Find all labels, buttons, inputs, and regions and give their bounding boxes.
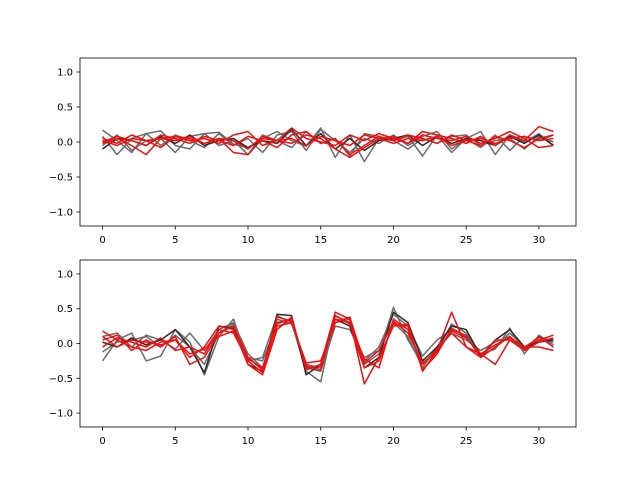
y-tick-label: 0.5 bbox=[57, 103, 73, 114]
x-tick-label: 30 bbox=[533, 235, 546, 246]
series-line-1 bbox=[102, 127, 554, 163]
y-tick-label: 1.0 bbox=[57, 269, 73, 280]
series-line-7 bbox=[102, 130, 554, 159]
y-tick-label: 0.5 bbox=[57, 304, 73, 315]
x-tick-label: 0 bbox=[99, 436, 105, 447]
x-tick-label: 5 bbox=[172, 436, 178, 447]
y-tick-label: 0.0 bbox=[57, 339, 73, 350]
x-tick-label: 10 bbox=[242, 436, 255, 447]
y-tick-label: 0.0 bbox=[57, 138, 73, 149]
chart-bottom: 0 5 10 15 20 25 30 −1.0 −0.5 0.0 0.5 1.0 bbox=[49, 259, 577, 447]
x-tick-label: 0 bbox=[99, 235, 105, 246]
x-tick-label: 30 bbox=[533, 436, 546, 447]
x-tick-label: 20 bbox=[387, 235, 400, 246]
x-tick-label: 15 bbox=[314, 235, 327, 246]
x-axis: 0 5 10 15 20 25 30 bbox=[99, 427, 545, 447]
y-axis: −1.0 −0.5 0.0 0.5 1.0 bbox=[49, 68, 80, 219]
y-tick-label: −1.0 bbox=[49, 208, 73, 219]
x-tick-label: 15 bbox=[314, 436, 327, 447]
y-axis: −1.0 −0.5 0.0 0.5 1.0 bbox=[49, 269, 80, 420]
chart-top: 0 5 10 15 20 25 30 −1.0 −0.5 0.0 0.5 1.0 bbox=[49, 57, 577, 246]
y-tick-label: −0.5 bbox=[49, 374, 73, 385]
series-line-8 bbox=[102, 134, 554, 150]
series-line-8 bbox=[102, 316, 554, 369]
x-axis: 0 5 10 15 20 25 30 bbox=[99, 226, 545, 246]
x-tick-label: 5 bbox=[172, 235, 178, 246]
series-line-3 bbox=[102, 318, 554, 373]
x-tick-label: 25 bbox=[460, 235, 473, 246]
y-tick-label: −0.5 bbox=[49, 173, 73, 184]
series-line-2 bbox=[101, 128, 554, 156]
y-tick-label: 1.0 bbox=[57, 68, 73, 79]
series-lines bbox=[101, 125, 554, 163]
x-tick-label: 20 bbox=[387, 436, 400, 447]
series-lines bbox=[101, 306, 554, 385]
x-tick-label: 25 bbox=[460, 436, 473, 447]
x-tick-label: 10 bbox=[242, 235, 255, 246]
y-tick-label: −1.0 bbox=[49, 409, 73, 420]
